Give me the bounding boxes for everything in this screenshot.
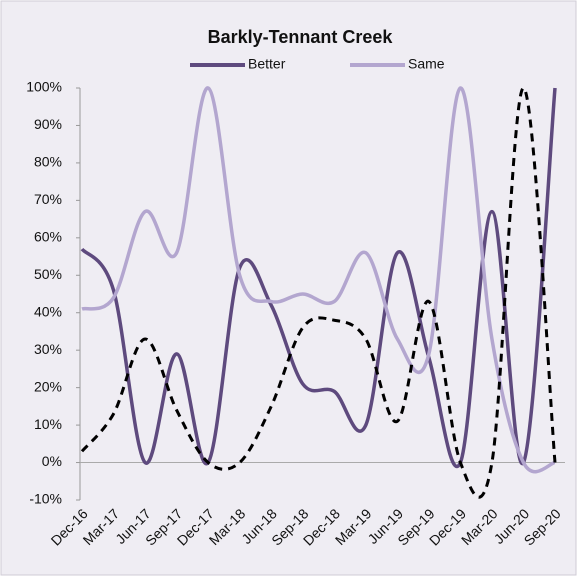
series-line: [80, 86, 557, 499]
y-tick-label: 90%: [34, 116, 62, 132]
y-tick-label: -10%: [29, 491, 62, 507]
y-tick-label: 50%: [34, 266, 62, 282]
y-tick-label: 40%: [34, 303, 62, 319]
y-tick-label: 10%: [34, 416, 62, 432]
y-tick-label: 100%: [26, 79, 62, 95]
y-tick-label: 30%: [34, 341, 62, 357]
legend-label: Same: [408, 56, 445, 72]
y-tick-label: 80%: [34, 154, 62, 170]
chart-title: Barkly-Tennant Creek: [208, 27, 394, 47]
y-tick-label: 60%: [34, 229, 62, 245]
y-tick-label: 20%: [34, 378, 62, 394]
series-line: [80, 87, 557, 468]
y-tick-label: 0%: [42, 453, 62, 469]
series-line: [81, 86, 556, 474]
y-tick-label: 70%: [34, 191, 62, 207]
legend-label: Better: [248, 56, 286, 72]
